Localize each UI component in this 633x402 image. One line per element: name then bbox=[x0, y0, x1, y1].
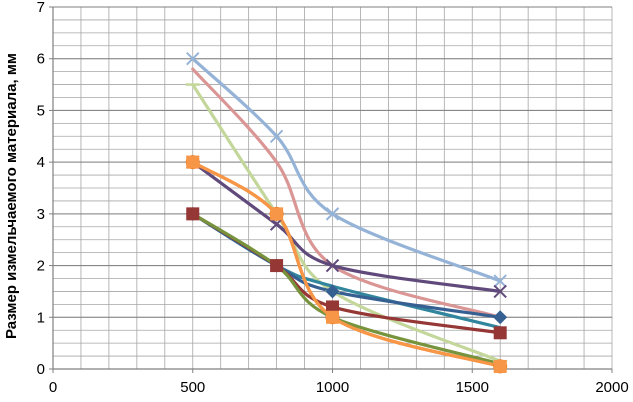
y-tick-label: 4 bbox=[37, 154, 45, 171]
series-line bbox=[191, 212, 502, 366]
data-point bbox=[326, 310, 339, 324]
x-tick-label: 500 bbox=[180, 379, 205, 396]
data-point bbox=[493, 310, 508, 325]
data-point bbox=[493, 359, 507, 373]
series-line bbox=[191, 160, 502, 294]
data-point bbox=[493, 284, 507, 299]
x-tick-label: 2000 bbox=[595, 379, 628, 396]
y-tick-label: 1 bbox=[37, 309, 45, 326]
y-tick-label: 6 bbox=[37, 51, 45, 68]
data-point bbox=[493, 326, 507, 340]
axes bbox=[49, 6, 613, 373]
data-point bbox=[493, 274, 507, 288]
y-tick-label: 2 bbox=[37, 258, 45, 275]
tick-labels: 0 1 2 3 4 5 6 7 0 500 1000 1500 2000 bbox=[37, 0, 629, 396]
data-point bbox=[186, 52, 200, 66]
data-point bbox=[325, 207, 340, 221]
y-tick-label: 7 bbox=[37, 0, 45, 16]
data-point bbox=[326, 300, 339, 314]
series-line bbox=[191, 160, 502, 369]
y-tick-label: 5 bbox=[37, 102, 45, 119]
data-point bbox=[270, 207, 284, 221]
data-point bbox=[270, 259, 284, 273]
series-line bbox=[191, 67, 502, 319]
data-point bbox=[186, 207, 200, 221]
data-point bbox=[325, 284, 340, 299]
series-line bbox=[191, 82, 502, 363]
series-markers bbox=[185, 52, 508, 374]
data-point bbox=[186, 155, 200, 169]
data-point bbox=[325, 258, 340, 273]
y-axis-title: Размер измельчаемого материала, мм bbox=[3, 53, 20, 339]
y-tick-label: 3 bbox=[37, 206, 45, 223]
x-tick-label: 1000 bbox=[316, 379, 349, 396]
x-tick-label: 1500 bbox=[456, 379, 489, 396]
series-lines bbox=[191, 57, 502, 369]
x-tick-label: 0 bbox=[49, 379, 57, 396]
y-tick-label: 0 bbox=[37, 361, 45, 378]
series-line bbox=[191, 57, 502, 283]
data-point bbox=[269, 129, 284, 143]
